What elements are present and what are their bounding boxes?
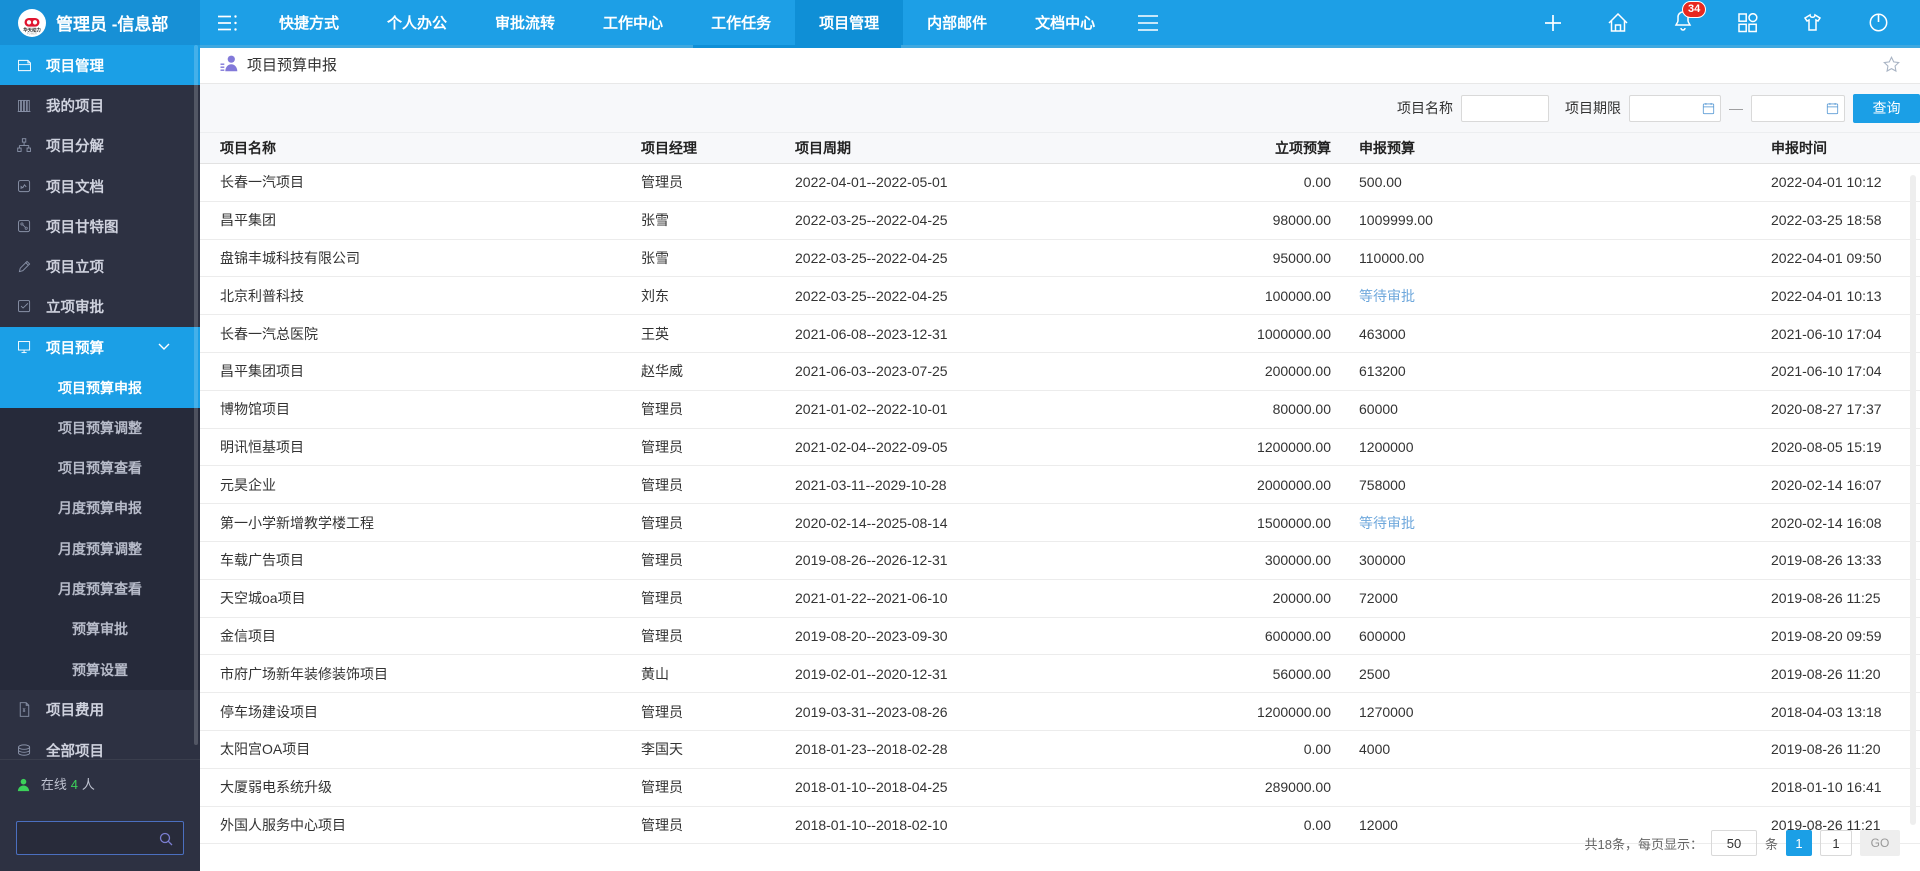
svg-text:POWER: POWER <box>27 33 37 35</box>
svg-text:华天动力: 华天动力 <box>23 26 41 33</box>
svg-text:¥: ¥ <box>23 708 26 714</box>
